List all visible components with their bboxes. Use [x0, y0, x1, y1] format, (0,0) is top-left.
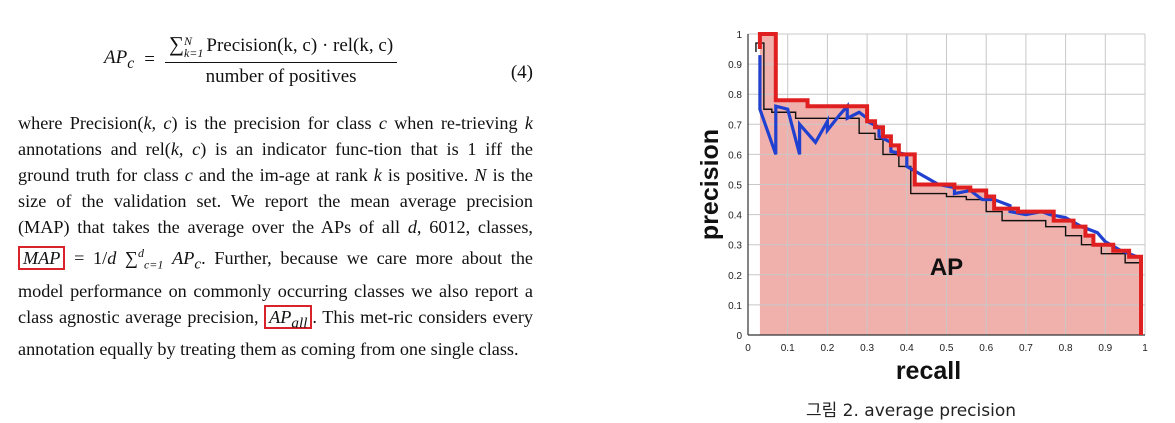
y-tick-label: 0.2 [728, 271, 742, 282]
x-tick-label: 0.5 [940, 343, 954, 354]
ap-all-highlight-box: APall [264, 304, 313, 331]
equation-number: (4) [510, 62, 533, 83]
y-tick-label: 0.7 [728, 120, 742, 131]
y-axis-title: precision [696, 129, 724, 240]
y-tick-label: 0.6 [728, 150, 742, 161]
x-axis-title: recall [896, 357, 961, 385]
numerator-body: Precision(k, c) · rel(k, c) [206, 35, 394, 56]
ap-area-label: AP [930, 254, 963, 281]
figure-caption: 그림 2. average precision [806, 401, 1016, 421]
y-tick-label: 0.5 [728, 181, 742, 192]
sum-symbol: ∑ [168, 32, 184, 56]
figure-panel: 0 0.1 0.2 0.3 0.4 0.5 0.6 0.7 0.8 0.9 1 0 0.1 0.2 0.3 0… [690, 22, 1160, 417]
y-tick-label: 0.3 [728, 241, 742, 252]
black-precision-line [755, 42, 1142, 264]
y-tick-label: 0.8 [728, 90, 742, 101]
equals-sign: = [144, 48, 155, 70]
y-tick-label: 0.1 [728, 301, 742, 312]
ap-c-symbol: APc [104, 46, 135, 72]
y-tick-label: 0.9 [728, 60, 742, 71]
map-highlight-box: MAP [18, 246, 66, 271]
sum-upper: N [183, 33, 192, 48]
red-interpolated-line [757, 32, 1144, 335]
fraction-denominator: number of positives [205, 65, 357, 87]
x-tick-label: 1 [1142, 343, 1148, 354]
y-tick-label: 0 [736, 331, 742, 342]
precision-recall-chart: 0 0.1 0.2 0.3 0.4 0.5 0.6 0.7 0.8 0.9 1 0 0.1 0.2 0.3 0… [696, 30, 1148, 385]
x-tick-label: 0.2 [820, 343, 834, 354]
x-tick-label: 0.3 [860, 343, 874, 354]
sum-lower: k=1 [183, 45, 204, 60]
x-tick-label: 0.4 [900, 343, 914, 354]
body-paragraph: where Precision(k, c) is the precision f… [18, 113, 534, 360]
x-tick-label: 0.8 [1059, 343, 1073, 354]
x-tick-label: 0.6 [979, 343, 993, 354]
y-tick-label: 0.4 [728, 211, 742, 222]
x-tick-label: 0.9 [1098, 343, 1112, 354]
x-tick-label: 0.1 [781, 343, 795, 354]
x-tick-label: 0 [745, 343, 751, 354]
y-tick-label: 1 [736, 30, 742, 41]
x-tick-label: 0.7 [1019, 343, 1033, 354]
